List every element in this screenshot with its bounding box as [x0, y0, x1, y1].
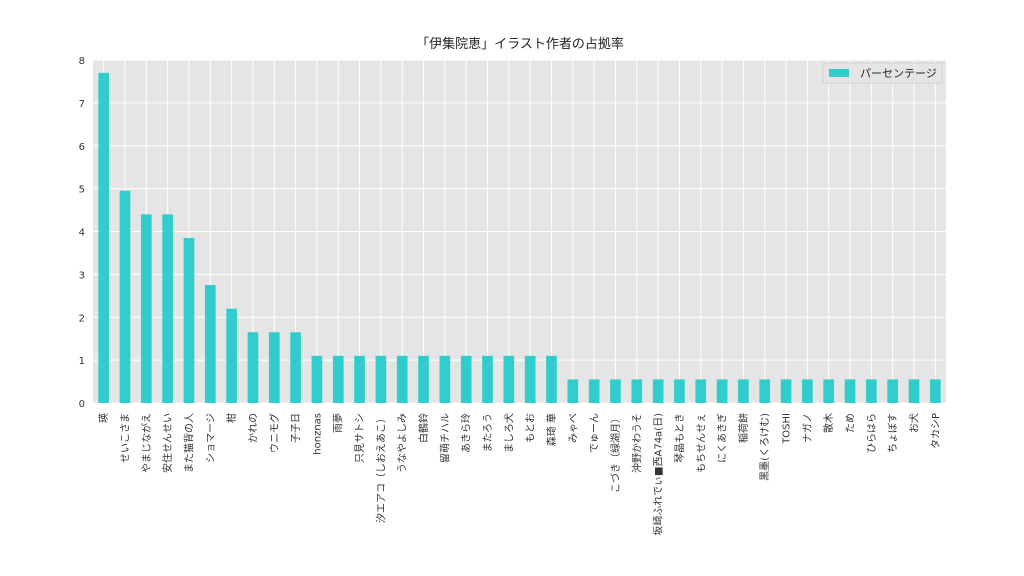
x-tick-label: やまじながえ: [140, 413, 153, 473]
bar: [759, 379, 771, 403]
bar: [524, 355, 536, 403]
bar: [738, 379, 749, 403]
x-tick-label: 琴晶もとき: [674, 413, 686, 463]
x-tick-label: 柑: [225, 413, 238, 423]
x-tick-label: TOSHI: [782, 413, 793, 445]
x-tick-label: 只見サトシ: [354, 413, 366, 463]
x-tick-label: もとお: [525, 413, 537, 443]
y-tick-label: 0: [79, 399, 85, 410]
x-tick-label: ましろ犬: [502, 413, 515, 453]
legend-box: [822, 62, 943, 84]
bar: [567, 379, 579, 403]
bar: [610, 379, 621, 403]
x-tick-label: お犬: [908, 413, 921, 433]
bar: [823, 379, 835, 403]
y-tick-label: 7: [79, 99, 85, 110]
bar: [460, 355, 472, 403]
x-tick-label: ひらはら: [866, 413, 878, 453]
x-tick-label: 散木: [822, 413, 835, 433]
bar: [631, 379, 643, 403]
bars: [98, 72, 941, 404]
bar: [844, 379, 856, 403]
legend-label: パーセンテージ: [860, 67, 937, 80]
bar: [546, 355, 557, 403]
x-axis-ticks: 瑛せいこさま やまじながえ 安住せんせい また猫背の人 ショマージ柑かれの ウニモグ 子子日…: [97, 413, 942, 536]
bar: [162, 214, 173, 403]
bar: [183, 237, 195, 403]
x-tick-label: 雨夢: [332, 413, 345, 433]
x-tick-label: みゃべ: [568, 413, 579, 443]
x-tick-label: 黒墨(くろけむ): [759, 413, 771, 481]
x-tick-label: せいこさま: [119, 413, 131, 463]
bar: [396, 355, 408, 403]
bar: [866, 379, 877, 403]
bar: [930, 379, 941, 403]
y-tick-label: 4: [79, 228, 85, 239]
y-tick-label: 8: [79, 56, 85, 67]
y-tick-label: 6: [79, 142, 85, 153]
x-tick-label: ため: [845, 413, 857, 433]
legend: パーセンテージ: [822, 62, 943, 84]
x-tick-label: ちょぼす: [887, 413, 899, 453]
y-axis-ticks: 0 1 2 3 4 5 6 7 8: [79, 56, 85, 410]
bar: [247, 332, 259, 403]
x-tick-label: こづき（緑湖月）: [609, 413, 622, 493]
x-tick-label: ショマージ: [206, 413, 217, 463]
x-tick-label: 留萌チハル: [438, 413, 451, 463]
x-tick-label: honznas: [312, 413, 323, 455]
x-tick-label: また猫背の人: [182, 413, 195, 473]
bar: [226, 308, 237, 403]
x-tick-label: でゅーん: [589, 413, 601, 453]
bar: [652, 379, 664, 403]
x-tick-label: またろう: [482, 413, 494, 452]
bar: [98, 72, 109, 404]
x-tick-label: ウニモグ: [268, 413, 281, 453]
x-tick-label: 稲荷餅: [737, 413, 750, 443]
x-tick-label: 汐エアコ（しおえあこ）: [374, 413, 387, 523]
x-tick-label: にくあきぎ: [716, 413, 729, 463]
x-tick-label: 白鶴鈴: [417, 413, 430, 443]
chart-title: 「伊集院恵」イラスト作者の占拠率: [416, 36, 624, 52]
bar: [354, 355, 365, 403]
x-tick-label: ナガノ: [802, 413, 814, 443]
x-tick-label: うなやよしみ: [397, 413, 409, 473]
x-tick-label: 沖野かわうそ: [630, 413, 643, 473]
bar: [695, 379, 707, 403]
bar: [418, 355, 429, 403]
bar: [439, 355, 451, 403]
bar: [311, 355, 323, 403]
x-tick-label: 子子日: [290, 413, 302, 443]
bar: [482, 355, 493, 403]
y-tick-label: 2: [79, 313, 85, 324]
x-tick-label: かれの: [247, 413, 259, 443]
bar: [119, 190, 131, 403]
bar: [503, 355, 515, 403]
bar: [204, 285, 216, 403]
bar: [588, 379, 600, 403]
bar: [780, 379, 792, 403]
x-tick-label: タカシP: [930, 413, 942, 449]
bar: [908, 379, 920, 403]
y-tick-label: 5: [79, 185, 85, 196]
bar: [674, 379, 685, 403]
x-tick-label: 安住せんせい: [161, 413, 174, 473]
bar: [332, 355, 344, 403]
x-tick-label: もちせんせぇ: [695, 413, 707, 473]
x-tick-label: 瑛: [97, 413, 110, 423]
bar: [290, 332, 301, 403]
x-tick-label: あきら玲: [461, 413, 473, 453]
y-tick-label: 3: [79, 270, 85, 281]
bar: [887, 379, 899, 403]
bar: [375, 355, 387, 403]
x-tick-label: 坂崎ふれでぃ■西A74a(日): [652, 413, 665, 536]
bar: [716, 379, 728, 403]
bar: [268, 332, 280, 403]
x-tick-label: 森琦 華: [545, 413, 558, 446]
y-tick-label: 1: [79, 356, 85, 367]
bar: [802, 379, 813, 403]
bar: [140, 214, 152, 403]
legend-swatch: [829, 69, 849, 77]
